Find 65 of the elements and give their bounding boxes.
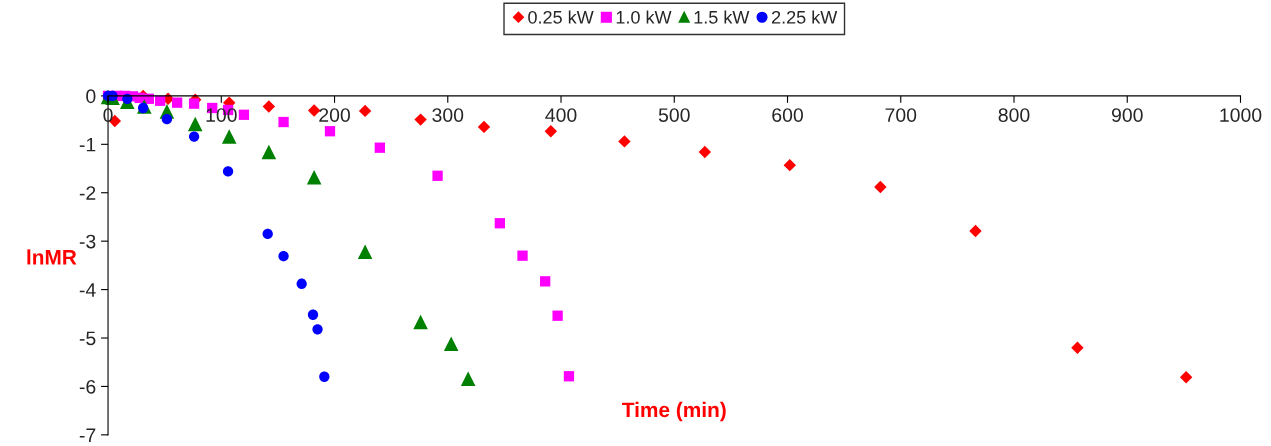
point: [432, 170, 443, 181]
point: [874, 180, 887, 194]
point: [477, 120, 491, 134]
point: [278, 251, 289, 262]
x-tick-label: 500: [658, 108, 690, 122]
point: [1179, 371, 1193, 384]
point: [544, 125, 558, 138]
legend-label: 2.25 kW: [771, 10, 838, 24]
y-tick-label: 0: [86, 89, 96, 104]
point: [563, 371, 575, 382]
legend-label: 0.25 kW: [528, 10, 594, 24]
y-tick-label: -4: [79, 283, 96, 297]
y-tick-label: -6: [79, 379, 96, 394]
point: [222, 166, 234, 177]
x-tick-label: 400: [545, 108, 577, 122]
point: [324, 126, 336, 137]
point: [618, 135, 631, 148]
point: [414, 113, 427, 126]
point: [187, 116, 203, 132]
point: [969, 224, 982, 238]
y-tick-label: -7: [79, 428, 96, 442]
x-tick-label: 1000: [1220, 108, 1262, 122]
point: [319, 371, 330, 382]
y-axis-title: lnMR: [27, 249, 77, 265]
x-tick-label: 600: [772, 108, 803, 122]
point: [698, 145, 712, 159]
point: [262, 100, 276, 113]
y-tick-label: -5: [79, 331, 96, 346]
point: [1071, 341, 1084, 354]
legend-label: 1.5 kW: [694, 10, 750, 24]
y-tick-label: -1: [79, 137, 96, 152]
point: [261, 144, 277, 160]
point: [517, 250, 528, 261]
point: [494, 218, 506, 229]
point: [171, 97, 183, 108]
x-axis-title: Time (min): [622, 401, 726, 422]
point: [188, 131, 200, 142]
point: [357, 244, 373, 260]
point: [278, 116, 289, 128]
x-tick-label: 200: [319, 108, 350, 122]
point: [238, 109, 250, 120]
point: [552, 310, 563, 321]
point: [306, 169, 322, 185]
point: [413, 314, 428, 330]
x-tick-label: 900: [1111, 108, 1143, 122]
x-tick-label: 300: [432, 108, 464, 122]
point: [460, 371, 476, 386]
point: [358, 104, 372, 118]
point: [312, 324, 323, 335]
point: [307, 104, 321, 117]
point: [783, 158, 796, 172]
x-tick-label: 800: [998, 108, 1030, 122]
x-tick-label: 700: [885, 108, 917, 122]
point: [374, 142, 385, 153]
point: [540, 276, 551, 287]
point: [307, 309, 319, 320]
point: [262, 228, 273, 240]
point: [296, 278, 307, 289]
point: [443, 336, 459, 352]
point: [221, 129, 237, 144]
legend-label: 1.0 kW: [616, 10, 672, 24]
y-tick-label: -3: [79, 234, 96, 249]
point: [188, 98, 200, 109]
y-tick-label: -2: [79, 186, 96, 200]
point: [161, 113, 173, 125]
